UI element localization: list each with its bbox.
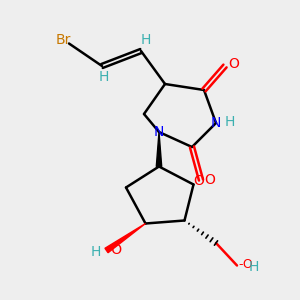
Text: H: H xyxy=(98,70,109,84)
Text: N: N xyxy=(211,116,221,130)
Polygon shape xyxy=(105,224,146,253)
Text: Br: Br xyxy=(56,33,71,47)
Text: O: O xyxy=(228,58,239,71)
Text: H: H xyxy=(248,260,259,274)
Text: N: N xyxy=(154,125,164,139)
Text: -O: -O xyxy=(238,257,253,271)
Text: -O: -O xyxy=(106,244,123,257)
Polygon shape xyxy=(156,132,162,166)
Text: H: H xyxy=(91,245,101,259)
Text: H: H xyxy=(140,33,151,46)
Text: O: O xyxy=(204,173,215,187)
Text: O: O xyxy=(194,174,204,188)
Text: H: H xyxy=(224,115,235,128)
